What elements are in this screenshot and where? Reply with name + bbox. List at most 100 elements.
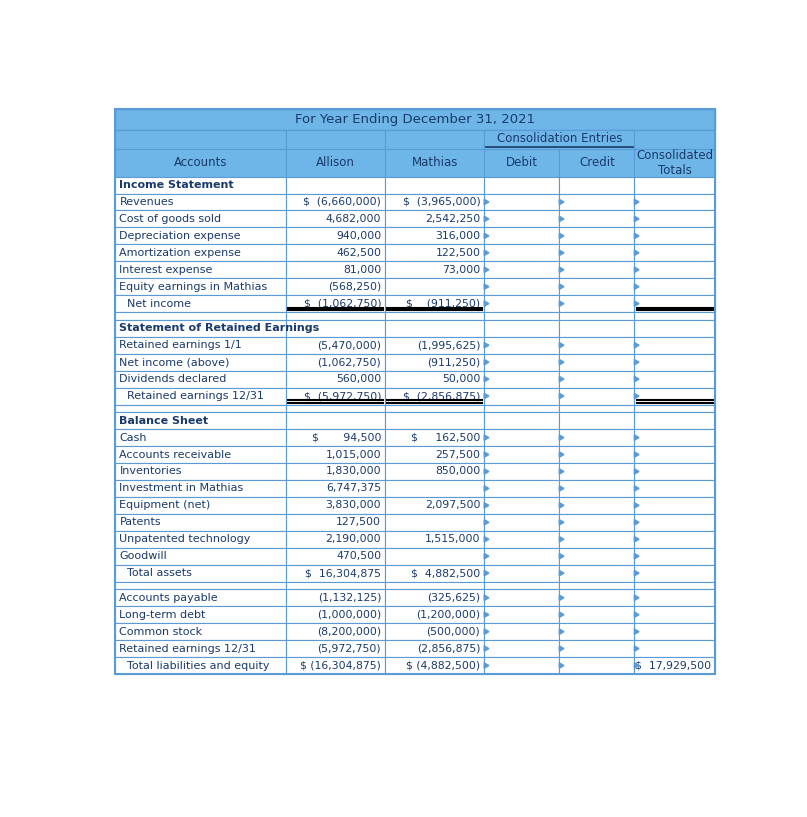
Bar xyxy=(115,387,286,404)
Text: 257,500: 257,500 xyxy=(435,449,480,459)
Polygon shape xyxy=(559,301,564,306)
Text: $ (4,882,500): $ (4,882,500) xyxy=(406,660,480,671)
Text: Cash: Cash xyxy=(119,433,147,443)
Polygon shape xyxy=(559,233,564,239)
Bar xyxy=(634,547,716,565)
Bar xyxy=(385,606,484,623)
Bar xyxy=(385,429,484,446)
Bar xyxy=(484,131,634,149)
Bar xyxy=(559,606,634,623)
Bar xyxy=(559,531,634,547)
Polygon shape xyxy=(634,469,639,474)
Polygon shape xyxy=(484,469,489,474)
Bar xyxy=(559,337,634,354)
Text: Long-term debt: Long-term debt xyxy=(119,609,206,620)
Polygon shape xyxy=(559,553,564,559)
Bar xyxy=(559,149,634,176)
Text: Income Statement: Income Statement xyxy=(119,180,234,190)
Bar xyxy=(484,312,559,319)
Bar xyxy=(286,319,385,337)
Bar xyxy=(634,194,716,211)
Text: Revenues: Revenues xyxy=(119,197,174,207)
Bar xyxy=(385,354,484,371)
Polygon shape xyxy=(634,452,639,458)
Bar xyxy=(634,446,716,463)
Text: Debit: Debit xyxy=(506,156,537,169)
Bar xyxy=(115,131,286,149)
Bar xyxy=(385,582,484,589)
Bar xyxy=(115,109,716,674)
Bar xyxy=(484,413,559,429)
Bar xyxy=(385,176,484,194)
Bar xyxy=(634,582,716,589)
Bar xyxy=(559,312,634,319)
Polygon shape xyxy=(559,267,564,272)
Bar xyxy=(559,387,634,404)
Bar xyxy=(559,497,634,514)
Bar xyxy=(634,413,716,429)
Text: $  4,882,500: $ 4,882,500 xyxy=(411,568,480,578)
Bar xyxy=(286,429,385,446)
Bar xyxy=(286,606,385,623)
Bar xyxy=(559,623,634,641)
Bar xyxy=(286,514,385,531)
Polygon shape xyxy=(634,217,639,221)
Bar xyxy=(385,463,484,480)
Text: (1,062,750): (1,062,750) xyxy=(317,357,381,367)
Text: 1,015,000: 1,015,000 xyxy=(325,449,381,459)
Text: (568,250): (568,250) xyxy=(328,282,381,292)
Bar xyxy=(484,531,559,547)
Bar xyxy=(115,641,286,657)
Text: Credit: Credit xyxy=(579,156,615,169)
Polygon shape xyxy=(484,267,489,272)
Text: Retained earnings 12/31: Retained earnings 12/31 xyxy=(128,391,264,401)
Bar xyxy=(559,227,634,244)
Text: (325,625): (325,625) xyxy=(427,593,480,603)
Bar xyxy=(484,480,559,497)
Bar xyxy=(559,261,634,279)
Polygon shape xyxy=(484,612,489,618)
Bar xyxy=(484,227,559,244)
Bar xyxy=(115,149,286,176)
Text: Depreciation expense: Depreciation expense xyxy=(119,231,241,241)
Polygon shape xyxy=(559,199,564,205)
Text: Retained earnings 1/1: Retained earnings 1/1 xyxy=(119,340,242,350)
Text: 73,000: 73,000 xyxy=(442,265,480,275)
Bar xyxy=(559,514,634,531)
Bar xyxy=(115,480,286,497)
Bar xyxy=(634,531,716,547)
Text: Consolidation Entries: Consolidation Entries xyxy=(496,132,622,145)
Polygon shape xyxy=(634,250,639,256)
Bar xyxy=(385,337,484,354)
Text: Net income: Net income xyxy=(128,299,191,309)
Bar xyxy=(385,295,484,312)
Bar xyxy=(484,295,559,312)
Bar xyxy=(634,497,716,514)
Bar xyxy=(286,547,385,565)
Polygon shape xyxy=(484,629,489,634)
Bar xyxy=(559,194,634,211)
Bar xyxy=(286,279,385,295)
Polygon shape xyxy=(634,486,639,491)
Bar xyxy=(385,319,484,337)
Bar xyxy=(484,354,559,371)
Polygon shape xyxy=(559,342,564,348)
Bar xyxy=(484,211,559,227)
Polygon shape xyxy=(559,377,564,382)
Bar xyxy=(115,531,286,547)
Bar xyxy=(115,279,286,295)
Polygon shape xyxy=(484,393,489,399)
Bar xyxy=(385,404,484,413)
Bar xyxy=(115,261,286,279)
Bar xyxy=(484,582,559,589)
Bar xyxy=(634,606,716,623)
Text: 470,500: 470,500 xyxy=(336,551,381,561)
Text: Allison: Allison xyxy=(316,156,355,169)
Bar xyxy=(385,531,484,547)
Polygon shape xyxy=(484,520,489,525)
Polygon shape xyxy=(634,342,639,348)
Polygon shape xyxy=(559,250,564,256)
Text: Cost of goods sold: Cost of goods sold xyxy=(119,214,222,224)
Polygon shape xyxy=(634,520,639,525)
Bar xyxy=(115,295,286,312)
